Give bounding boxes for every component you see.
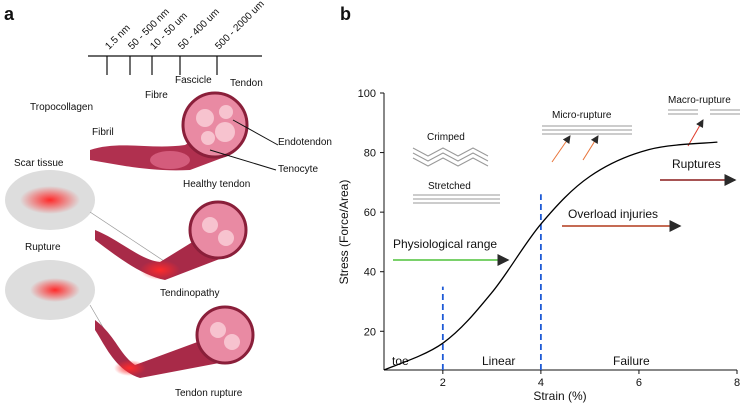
x-tick-label: 6 <box>636 377 642 389</box>
part-label: Endotendon <box>278 137 332 148</box>
arrow <box>551 135 571 163</box>
tendon-illustration <box>90 91 249 171</box>
y-tick-label: 40 <box>364 267 376 279</box>
y-tick-label: 60 <box>364 207 376 219</box>
x-axis-label: Strain (%) <box>533 389 586 403</box>
fibre-icon <box>668 109 740 115</box>
x-tick-label: 8 <box>734 377 740 389</box>
state-label: Scar tissue <box>14 158 64 169</box>
y-axis-label: Stress (Force/Area) <box>337 180 351 285</box>
x-tick-label: 4 <box>538 377 544 389</box>
region-label: Failure <box>613 354 650 368</box>
fibre-icon <box>542 125 632 135</box>
state-label: Tendinopathy <box>160 288 220 299</box>
annotation: Micro-rupture <box>552 110 612 121</box>
y-tick-label: 80 <box>364 148 376 160</box>
annotation: Ruptures <box>672 157 721 171</box>
tendon-illustration <box>95 305 255 378</box>
panel-label: a <box>4 4 15 24</box>
y-tick-label: 20 <box>364 326 376 338</box>
stress-strain-curve <box>383 141 718 371</box>
region-label: Linear <box>482 354 515 368</box>
scale-label: 500 - 2000 um <box>213 0 266 52</box>
annotation: Overload injuries <box>568 207 658 221</box>
annotation: Macro-rupture <box>668 95 731 106</box>
state-label: Healthy tendon <box>183 179 250 190</box>
y-tick-label: 100 <box>358 88 376 100</box>
level-label: Fibre <box>145 90 168 101</box>
fibre-icon <box>413 194 500 204</box>
part-label: Tenocyte <box>278 164 318 175</box>
panel-label: b <box>340 4 351 24</box>
level-label: Tropocollagen <box>30 102 93 113</box>
state-label: Tendon rupture <box>175 388 243 399</box>
annotation: Crimped <box>427 132 465 143</box>
fibre-icon <box>412 147 489 167</box>
level-label: Fibril <box>92 127 114 138</box>
region-label: toe <box>392 354 409 368</box>
annotation: Stretched <box>428 181 471 192</box>
level-label: Fascicle <box>175 75 212 86</box>
arrow <box>582 135 599 161</box>
arrow <box>687 119 704 147</box>
level-label: Tendon <box>230 78 263 89</box>
x-tick-label: 2 <box>440 377 446 389</box>
scale-bar <box>88 55 262 75</box>
annotation: Physiological range <box>393 237 497 251</box>
state-label: Rupture <box>25 242 61 253</box>
tendon-illustration <box>95 200 248 280</box>
